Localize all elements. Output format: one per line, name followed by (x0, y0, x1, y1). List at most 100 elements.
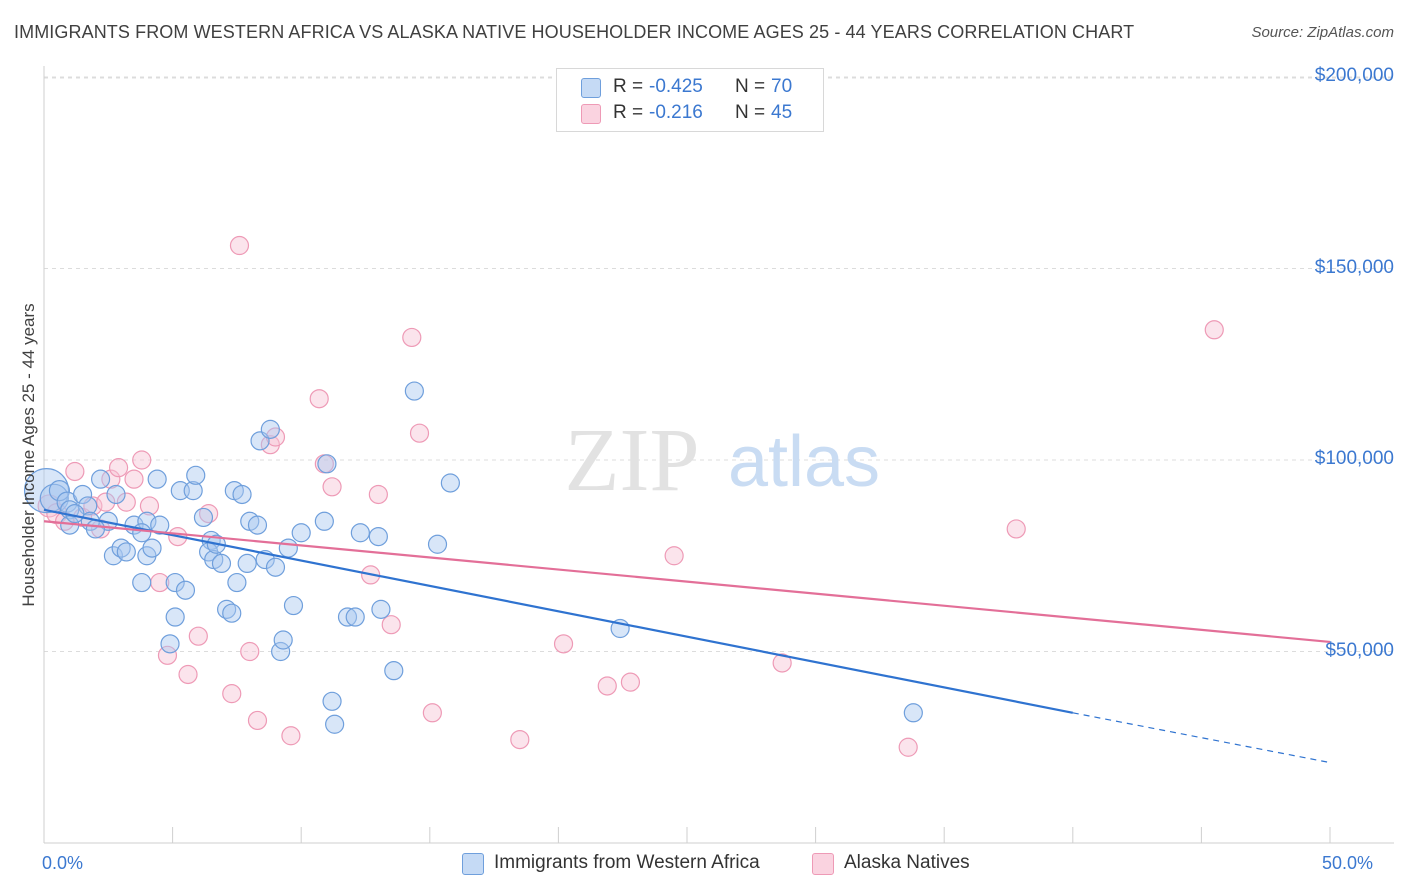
data-point-immigrants (247, 515, 268, 535)
y-tick-label: $200,000 (1314, 65, 1394, 86)
data-point-immigrants (322, 691, 342, 711)
data-point-immigrants (85, 519, 106, 539)
data-point-alaska-natives (132, 450, 152, 470)
y-tick-label: $50,000 (1325, 639, 1394, 661)
data-point-immigrants (345, 607, 365, 627)
data-point-alaska-natives (188, 626, 208, 646)
legend-swatch-blue (581, 78, 601, 98)
data-point-alaska-natives (65, 461, 85, 482)
data-point-immigrants (72, 484, 93, 505)
data-point-immigrants (273, 630, 293, 650)
trend-line-alaska-natives (43, 520, 1331, 644)
y-tick-label: $150,000 (1314, 256, 1394, 278)
legend-label-immigrants: Immigrants from Western Africa (494, 852, 760, 873)
data-point-immigrants (217, 599, 237, 619)
y-tick-label: $100,000 (1314, 448, 1394, 469)
legend-r-label: R = (613, 102, 644, 123)
source-credit: Source: ZipAtlas.com (1251, 24, 1394, 41)
data-point-immigrants (132, 523, 152, 543)
data-point-immigrants (368, 526, 388, 547)
data-point-alaska-natives (139, 496, 160, 516)
legend-n-label: N = (735, 102, 766, 123)
data-point-alaska-natives (553, 634, 574, 654)
data-point-immigrants (150, 515, 170, 535)
data-point-immigrants (325, 714, 345, 734)
data-point-immigrants (186, 465, 206, 485)
data-point-immigrants (183, 481, 203, 501)
correlation-legend: R = -0.425 N = 70 R = -0.216 N = 45 (556, 68, 824, 132)
data-point-alaska-natives (178, 664, 198, 685)
data-point-immigrants (165, 607, 185, 627)
data-point-alaska-natives (309, 389, 329, 409)
data-point-immigrants (440, 473, 460, 493)
data-point-immigrants (175, 580, 196, 600)
data-point-alaska-natives (222, 684, 242, 704)
data-point-alaska-natives (108, 458, 129, 478)
axes (43, 66, 1394, 844)
data-point-immigrants (222, 603, 242, 623)
data-point-immigrants (142, 538, 162, 558)
data-point-alaska-natives (157, 645, 178, 665)
data-point-immigrants (90, 469, 111, 489)
data-point-alaska-natives (1006, 519, 1026, 539)
data-point-immigrants (278, 538, 298, 558)
data-point-alaska-natives (620, 672, 641, 692)
legend-swatch-pink (812, 853, 834, 875)
data-point-immigrants (165, 572, 185, 593)
watermark: ZIP atlas (565, 411, 881, 510)
data-point-alaska-natives (381, 615, 401, 635)
data-point-immigrants (271, 641, 291, 662)
watermark-zip: ZIP (565, 411, 700, 510)
chart-title: IMMIGRANTS FROM WESTERN AFRICA VS ALASKA… (14, 22, 1135, 42)
data-point-alaska-natives (101, 469, 121, 489)
data-point-immigrants (103, 546, 124, 566)
data-point-immigrants (265, 557, 286, 577)
data-point-immigrants (314, 511, 334, 531)
data-point-alaska-natives (664, 546, 684, 566)
series-alaska-natives (37, 235, 1224, 757)
data-point-alaska-natives (898, 737, 918, 757)
legend-n-label: N = (735, 76, 766, 97)
data-point-immigrants (371, 599, 391, 619)
data-point-immigrants (337, 607, 358, 627)
legend-swatch-blue (462, 853, 484, 875)
data-point-alaska-natives (772, 653, 792, 673)
data-point-alaska-natives (96, 492, 116, 512)
data-point-immigrants (350, 523, 370, 543)
data-point-immigrants (193, 507, 214, 528)
y-axis-title: Householder Income Ages 25 - 44 years (19, 303, 38, 607)
data-point-immigrants (132, 572, 152, 593)
legend-label-alaska-natives: Alaska Natives (844, 852, 970, 873)
legend-r-value: -0.216 (649, 102, 703, 123)
data-point-immigrants (147, 469, 167, 489)
trend-line-immigrants (43, 508, 1074, 714)
data-point-alaska-natives (510, 729, 530, 750)
legend-n-value: 70 (771, 76, 793, 97)
data-point-immigrants (903, 703, 923, 723)
data-point-immigrants (291, 523, 311, 543)
data-point-alaska-natives (229, 235, 250, 256)
data-point-immigrants (232, 484, 252, 505)
data-point-immigrants (227, 572, 247, 593)
data-point-alaska-natives (124, 469, 144, 489)
data-point-alaska-natives (422, 703, 442, 723)
data-point-immigrants (260, 419, 280, 439)
data-point-immigrants (48, 480, 71, 502)
data-point-immigrants (237, 553, 257, 574)
data-point-immigrants (160, 634, 180, 654)
legend-r-label: R = (613, 76, 644, 97)
watermark-atlas: atlas (728, 422, 880, 502)
data-point-immigrants (106, 484, 126, 505)
x-tick-label-min: 0.0% (42, 853, 84, 873)
data-point-immigrants (427, 534, 448, 554)
data-point-immigrants (384, 661, 404, 681)
legend-n-value: 45 (771, 102, 793, 123)
data-point-immigrants (283, 595, 304, 616)
data-point-alaska-natives (597, 676, 617, 696)
data-point-immigrants (116, 542, 136, 562)
data-point-alaska-natives (116, 492, 136, 512)
data-point-alaska-natives (199, 504, 219, 524)
data-point-immigrants (404, 381, 424, 401)
data-point-alaska-natives (281, 726, 301, 746)
